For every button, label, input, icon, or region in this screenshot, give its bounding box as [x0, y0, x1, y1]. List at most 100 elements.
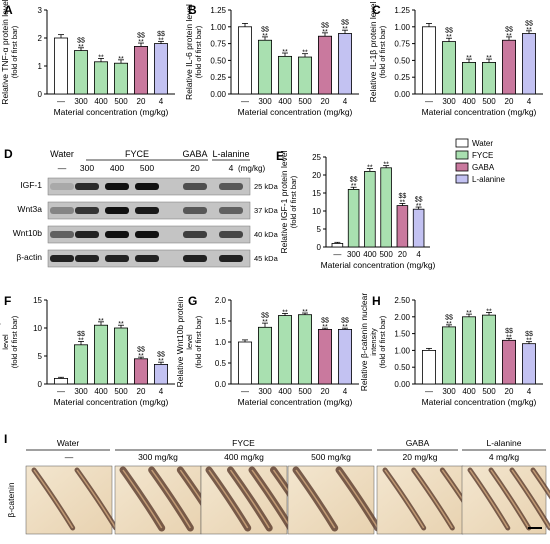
y-tick-label: 15 — [312, 189, 321, 198]
significance-mark: ** — [78, 337, 84, 344]
bar — [441, 326, 456, 385]
legend-label: FYCE — [472, 151, 493, 160]
y-tick-label: 0.00 — [394, 380, 410, 389]
significance-mark: ** — [466, 310, 472, 317]
significance-mark: $$ — [321, 318, 329, 325]
x-tick-label: 300 — [347, 250, 361, 259]
histology-dose-label: 20 mg/kg — [403, 452, 438, 462]
significance-mark: ** — [416, 203, 422, 210]
wb-band — [183, 183, 207, 190]
x-tick-label: 500 — [298, 97, 312, 106]
significance-mark: ** — [383, 162, 389, 169]
bar — [74, 344, 89, 385]
y-axis-label: (fold of first bar) — [289, 175, 298, 228]
histology-dose-label: 300 mg/kg — [138, 452, 178, 462]
bar — [54, 37, 69, 95]
y-tick-label: 1.25 — [394, 6, 410, 15]
x-tick-label: 20 — [321, 387, 330, 396]
panel-letter-g: G — [188, 294, 197, 308]
bar — [257, 326, 272, 385]
hair-shaft — [490, 469, 530, 529]
x-tick-label: 4 — [527, 387, 532, 396]
significance-mark: ** — [446, 34, 452, 41]
wb-band-name: Wnt3a — [17, 204, 42, 214]
wb-kda-label: 25 kDa — [254, 182, 279, 191]
hair-shaft — [229, 469, 270, 529]
histology-dose-label: 400 mg/kg — [224, 452, 264, 462]
y-tick-label: 25 — [312, 153, 321, 162]
x-axis-label: Material concentration (mg/kg) — [54, 107, 169, 117]
bar — [94, 61, 109, 95]
x-tick-label: — — [57, 97, 65, 106]
significance-mark: ** — [118, 321, 124, 328]
bar — [237, 341, 252, 385]
x-tick-label: 500 — [482, 97, 496, 106]
x-tick-label: 4 — [527, 97, 532, 106]
bar — [412, 208, 425, 248]
x-tick-label: 20 — [321, 97, 330, 106]
legend-swatch — [455, 150, 469, 160]
chart-e: 0 5 10 15 20 25 Relative IGF-1 protein level (f… — [279, 150, 436, 270]
y-axis-label: Relative IL-1β protein level — [368, 1, 378, 102]
wb-band — [75, 255, 99, 262]
wb-kda-label: 37 kDa — [254, 206, 279, 215]
x-tick-label: 4 — [159, 97, 164, 106]
wb-band — [75, 183, 99, 190]
legend-label: GABA — [472, 163, 495, 172]
panel-letter-f: F — [4, 294, 11, 308]
y-axis-label: (fold of first bar) — [194, 25, 203, 78]
bar — [297, 314, 312, 385]
chart-h: 0.00 0.50 1.00 1.50 2.00 2.50 Relative β-caten… — [359, 293, 543, 407]
x-axis-label: Material concentration (mg/kg) — [238, 107, 353, 117]
x-tick-label: 400 — [94, 387, 108, 396]
hair-shaft — [511, 469, 550, 529]
significance-mark: ** — [158, 358, 164, 365]
wb-unit: (mg/kg) — [238, 164, 265, 173]
wb-band — [105, 231, 129, 238]
wb-band — [75, 231, 99, 238]
legend-label: Water — [472, 139, 493, 148]
bar — [481, 62, 496, 95]
bar — [501, 39, 516, 95]
x-axis-label: Material concentration (mg/kg) — [238, 397, 353, 407]
panel-letter-a: A — [4, 3, 13, 17]
y-tick-label: 0.75 — [394, 40, 410, 49]
y-tick-label: 1.00 — [394, 346, 410, 355]
y-tick-label: 0.25 — [210, 73, 226, 82]
wb-band-name: β-actin — [16, 252, 42, 262]
bar — [364, 170, 376, 248]
x-tick-label: 20 — [505, 387, 514, 396]
bar — [133, 46, 148, 95]
wb-band-name: IGF-1 — [20, 180, 42, 190]
significance-mark: ** — [118, 56, 124, 63]
wb-band — [183, 207, 207, 214]
bar — [153, 363, 168, 385]
y-axis-label: Relative TNF-α protein level — [0, 0, 10, 105]
y-axis-label: Relative IL-6 protein level — [184, 4, 194, 100]
significance-mark: ** — [342, 26, 348, 33]
hair-shaft — [469, 469, 509, 529]
significance-mark: ** — [446, 321, 452, 328]
x-tick-label: 300 — [74, 387, 88, 396]
panel-letter-e: E — [276, 149, 284, 163]
significance-mark: ** — [138, 353, 144, 360]
x-tick-label: 500 — [114, 387, 128, 396]
significance-mark: $$ — [350, 177, 358, 184]
significance-mark: ** — [526, 27, 532, 34]
y-tick-label: 0 — [317, 243, 322, 252]
wb-group-fyce: FYCE — [125, 149, 149, 159]
y-axis-label: Relative IGF-1 protein level — [279, 150, 289, 253]
wb-dose-label: 4 — [229, 163, 234, 173]
wb-group-gaba: GABA — [182, 149, 207, 159]
significance-mark: ** — [400, 199, 406, 206]
significance-mark: ** — [138, 39, 144, 46]
panel-letter-h: H — [372, 294, 381, 308]
significance-mark: $$ — [157, 352, 165, 359]
significance-mark: ** — [98, 54, 104, 61]
y-tick-label: 0.50 — [394, 56, 410, 65]
x-tick-label: 4 — [416, 250, 421, 259]
significance-mark: ** — [282, 49, 288, 56]
x-tick-label: 400 — [94, 97, 108, 106]
wb-kda-label: 45 kDa — [254, 254, 279, 263]
